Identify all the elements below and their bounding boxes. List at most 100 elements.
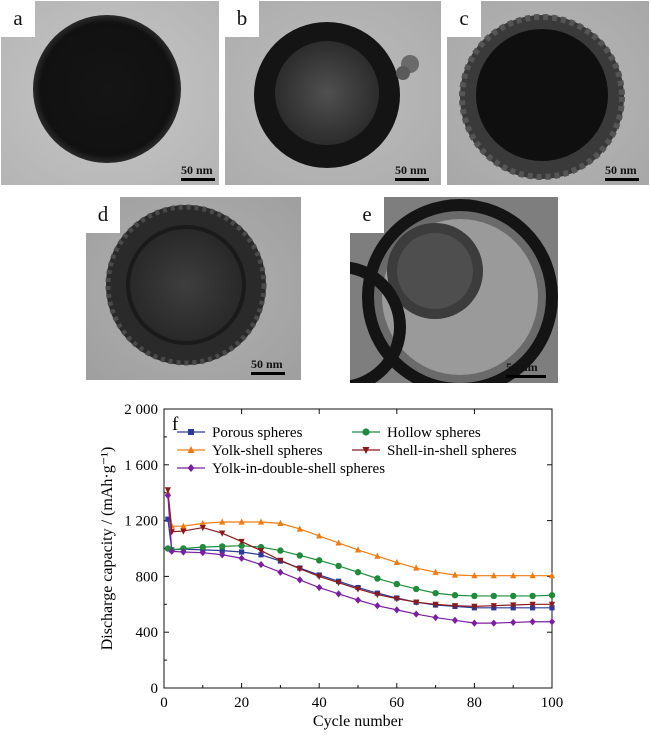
panel-label-b: b — [225, 1, 259, 37]
data-point — [451, 592, 459, 599]
data-point — [374, 591, 381, 599]
data-point — [165, 516, 171, 522]
data-point — [354, 586, 362, 593]
x-tick-label: 20 — [234, 695, 249, 711]
data-point — [548, 618, 556, 626]
legend-label: Shell-in-shell spheres — [387, 443, 517, 459]
data-point — [510, 602, 517, 609]
data-point — [277, 557, 284, 564]
tem-image-d — [86, 197, 301, 380]
discharge-capacity-chart: 0 400 800 1 200 1 600 2 000 0 20 40 60 80 100 Cycle … — [99, 402, 563, 730]
series-line — [167, 492, 552, 577]
data-point — [277, 568, 284, 576]
scale-bar-c: 50 nm — [605, 163, 639, 181]
tem-panel-c: c 50 nm — [447, 1, 649, 185]
tem-panel-d: d 50 nm — [86, 197, 301, 380]
y-tick-label: 0 — [151, 681, 159, 697]
legend: Porous spheres Hollow spheres Yolk-shell s… — [177, 425, 517, 477]
tem-panel-e: e 50 nm — [350, 197, 558, 383]
data-point — [432, 589, 439, 597]
data-point — [316, 573, 323, 580]
data-point — [548, 572, 556, 579]
data-point — [510, 618, 517, 627]
tem-image-b — [225, 1, 441, 185]
data-point — [316, 557, 323, 564]
data-point — [451, 571, 459, 578]
legend-marker — [362, 447, 370, 454]
data-point — [219, 530, 226, 537]
data-point — [451, 616, 459, 624]
scale-bar-a: 50 nm — [181, 163, 215, 181]
series-line — [167, 495, 552, 624]
data-point — [393, 596, 400, 603]
legend-marker — [187, 464, 195, 472]
data-point — [277, 519, 284, 526]
legend-marker — [362, 428, 370, 436]
data-point — [335, 539, 342, 546]
data-point — [529, 592, 536, 600]
y-tick-label: 1 600 — [124, 458, 158, 474]
data-point — [510, 592, 517, 600]
data-point — [219, 518, 226, 525]
data-point — [354, 569, 362, 576]
series-yolk-in-double-shell-spheres — [164, 491, 556, 627]
legend-label: Porous spheres — [212, 425, 303, 441]
data-point — [257, 547, 265, 555]
y-tick-label: 800 — [136, 569, 159, 585]
x-tick-label: 80 — [467, 695, 482, 711]
data-point — [510, 572, 517, 579]
data-point — [296, 576, 303, 584]
data-point — [180, 528, 187, 535]
data-point — [316, 583, 323, 592]
panel-label-e: e — [350, 197, 384, 233]
scale-bar-d: 50 nm — [251, 357, 285, 375]
data-point — [529, 572, 536, 579]
tem-image-e — [350, 197, 558, 383]
data-point — [490, 572, 497, 579]
data-point — [451, 603, 459, 610]
scale-bar-e: 50 nm — [506, 360, 546, 378]
y-axis-label: Discharge capacity / (mAh·g⁻¹) — [99, 447, 116, 651]
panel-label-a: a — [1, 1, 35, 37]
data-point — [180, 522, 187, 529]
scale-bar-b: 50 nm — [395, 163, 429, 181]
data-point — [393, 558, 400, 566]
data-point — [199, 549, 206, 557]
data-point — [393, 580, 400, 588]
data-point — [354, 596, 362, 604]
y-tick-label: 400 — [136, 625, 159, 641]
y-tick-label: 2 000 — [124, 402, 158, 418]
legend-marker — [187, 446, 195, 453]
data-point — [164, 487, 171, 494]
series-shell-in-shell-spheres — [164, 487, 556, 610]
panel-label-d: d — [86, 197, 120, 233]
data-point — [239, 549, 245, 555]
data-point — [199, 543, 206, 551]
legend-marker — [188, 429, 194, 435]
series-line — [167, 545, 553, 597]
data-point — [316, 532, 323, 539]
data-point — [199, 519, 206, 526]
series-line — [167, 489, 552, 607]
data-point — [219, 543, 226, 550]
data-point — [296, 525, 303, 532]
data-point — [374, 552, 381, 559]
data-point — [471, 603, 478, 610]
data-point — [296, 552, 303, 559]
data-point — [413, 610, 420, 618]
tem-panel-a: a 50 nm — [1, 1, 219, 185]
data-point — [354, 546, 362, 553]
data-point — [374, 602, 381, 610]
data-point — [471, 592, 478, 600]
data-point — [199, 524, 206, 532]
data-point — [490, 603, 497, 610]
legend-label: Hollow spheres — [387, 425, 481, 441]
data-point — [277, 547, 284, 554]
data-point — [548, 601, 556, 608]
data-point — [257, 560, 265, 569]
x-tick-label: 0 — [160, 695, 168, 711]
data-point — [258, 552, 264, 558]
data-point — [471, 619, 478, 627]
data-point — [529, 618, 536, 626]
data-point — [238, 542, 245, 549]
